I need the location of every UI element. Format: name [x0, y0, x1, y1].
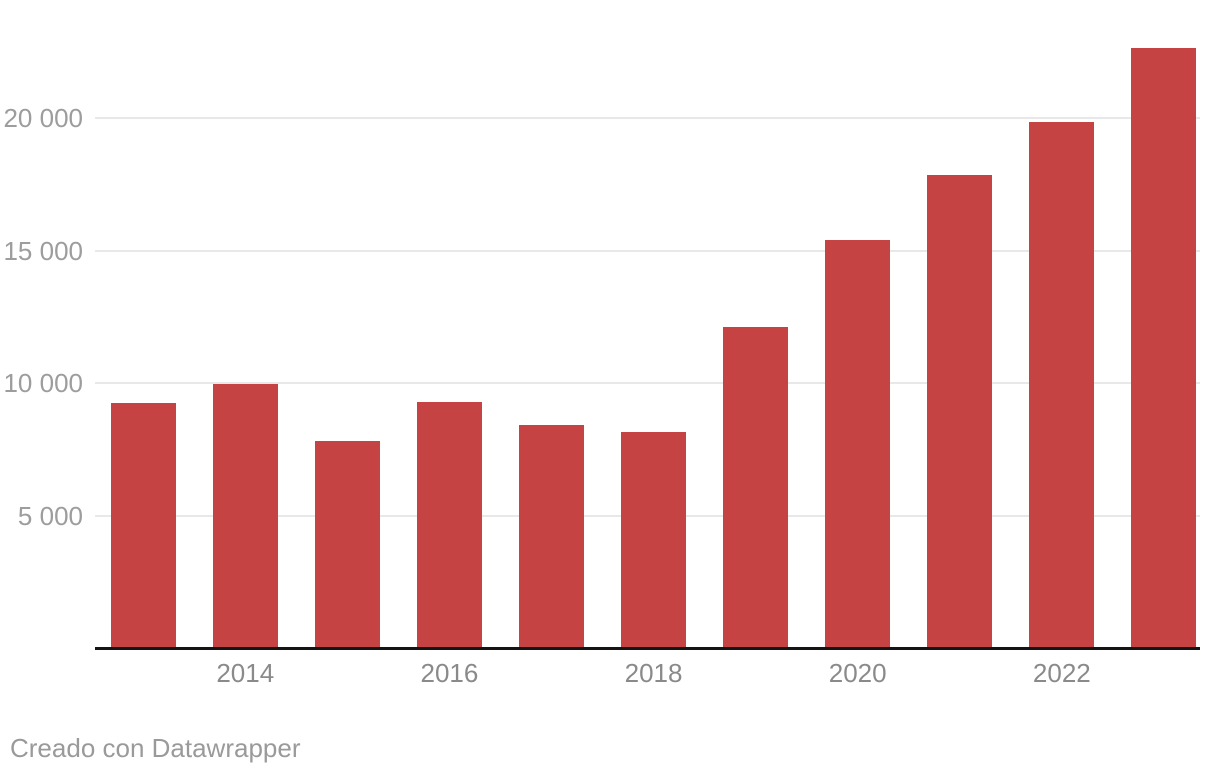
y-axis-tick-label: 5 000 — [17, 500, 83, 531]
bar-2018[interactable] — [621, 432, 687, 648]
bar-2014[interactable] — [212, 384, 278, 648]
datawrapper-attribution-link[interactable]: Creado con Datawrapper — [10, 733, 301, 763]
x-axis-tick-label: 2016 — [420, 658, 479, 688]
x-axis-tick-label: 2022 — [1032, 658, 1091, 688]
bar-2021[interactable] — [927, 174, 993, 648]
bar-2017[interactable] — [518, 425, 584, 648]
bar-2019[interactable] — [723, 327, 789, 648]
y-gridline-15000 — [95, 249, 1200, 252]
x-axis-tick-label: 2014 — [216, 658, 275, 688]
y-axis-tick-label: 20 000 — [3, 103, 83, 133]
x-axis-baseline — [95, 647, 1200, 650]
bar-2023[interactable] — [1131, 47, 1197, 648]
bar-2020[interactable] — [825, 239, 891, 648]
bar-2015[interactable] — [314, 441, 380, 648]
x-axis-tick-label: 2020 — [828, 658, 887, 688]
y-gridline-10000 — [95, 382, 1200, 384]
x-axis-tick-label: 2018 — [624, 658, 683, 688]
y-axis-tick-label: 10 000 — [3, 368, 83, 398]
bar-2016[interactable] — [416, 401, 482, 648]
y-axis-tick-label: 15 000 — [3, 235, 83, 266]
y-gridline-20000 — [95, 117, 1200, 119]
bar-2013[interactable] — [110, 402, 176, 648]
bar-2022[interactable] — [1029, 121, 1095, 648]
